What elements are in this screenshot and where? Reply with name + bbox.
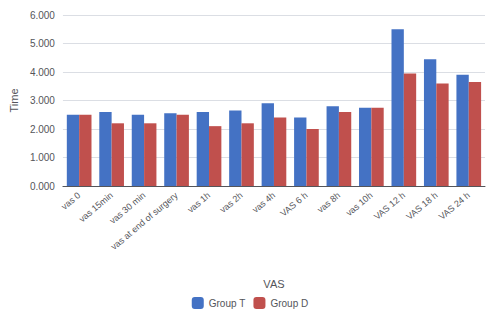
svg-text:4.000: 4.000 bbox=[30, 67, 55, 78]
svg-text:3.000: 3.000 bbox=[30, 95, 55, 106]
svg-text:5.000: 5.000 bbox=[30, 38, 55, 49]
svg-text:vas 30 min: vas 30 min bbox=[107, 190, 148, 226]
svg-text:vas 1h: vas 1h bbox=[185, 190, 212, 215]
svg-text:Time: Time bbox=[8, 88, 20, 112]
svg-text:vas 8h: vas 8h bbox=[315, 190, 342, 215]
svg-text:vas 0: vas 0 bbox=[59, 190, 82, 211]
svg-text:vas 15min: vas 15min bbox=[77, 190, 115, 225]
svg-text:VAS 12 h: VAS 12 h bbox=[372, 190, 407, 222]
svg-text:2.000: 2.000 bbox=[30, 124, 55, 135]
svg-text:vas 2h: vas 2h bbox=[218, 190, 245, 215]
svg-text:VAS 24 h: VAS 24 h bbox=[437, 190, 472, 222]
svg-text:VAS 6 h: VAS 6 h bbox=[278, 190, 309, 218]
svg-text:vas 10h: vas 10h bbox=[344, 190, 375, 218]
svg-text:Group T: Group T bbox=[209, 298, 246, 309]
svg-text:6.000: 6.000 bbox=[30, 10, 55, 21]
svg-text:vas at end of surgery: vas at end of surgery bbox=[109, 190, 180, 252]
svg-text:vas 4h: vas 4h bbox=[250, 190, 277, 215]
svg-text:0.000: 0.000 bbox=[30, 181, 55, 192]
svg-text:1.000: 1.000 bbox=[30, 152, 55, 163]
svg-text:VAS 18 h: VAS 18 h bbox=[404, 190, 439, 222]
svg-text:VAS: VAS bbox=[263, 278, 284, 290]
svg-text:Group D: Group D bbox=[270, 298, 308, 309]
